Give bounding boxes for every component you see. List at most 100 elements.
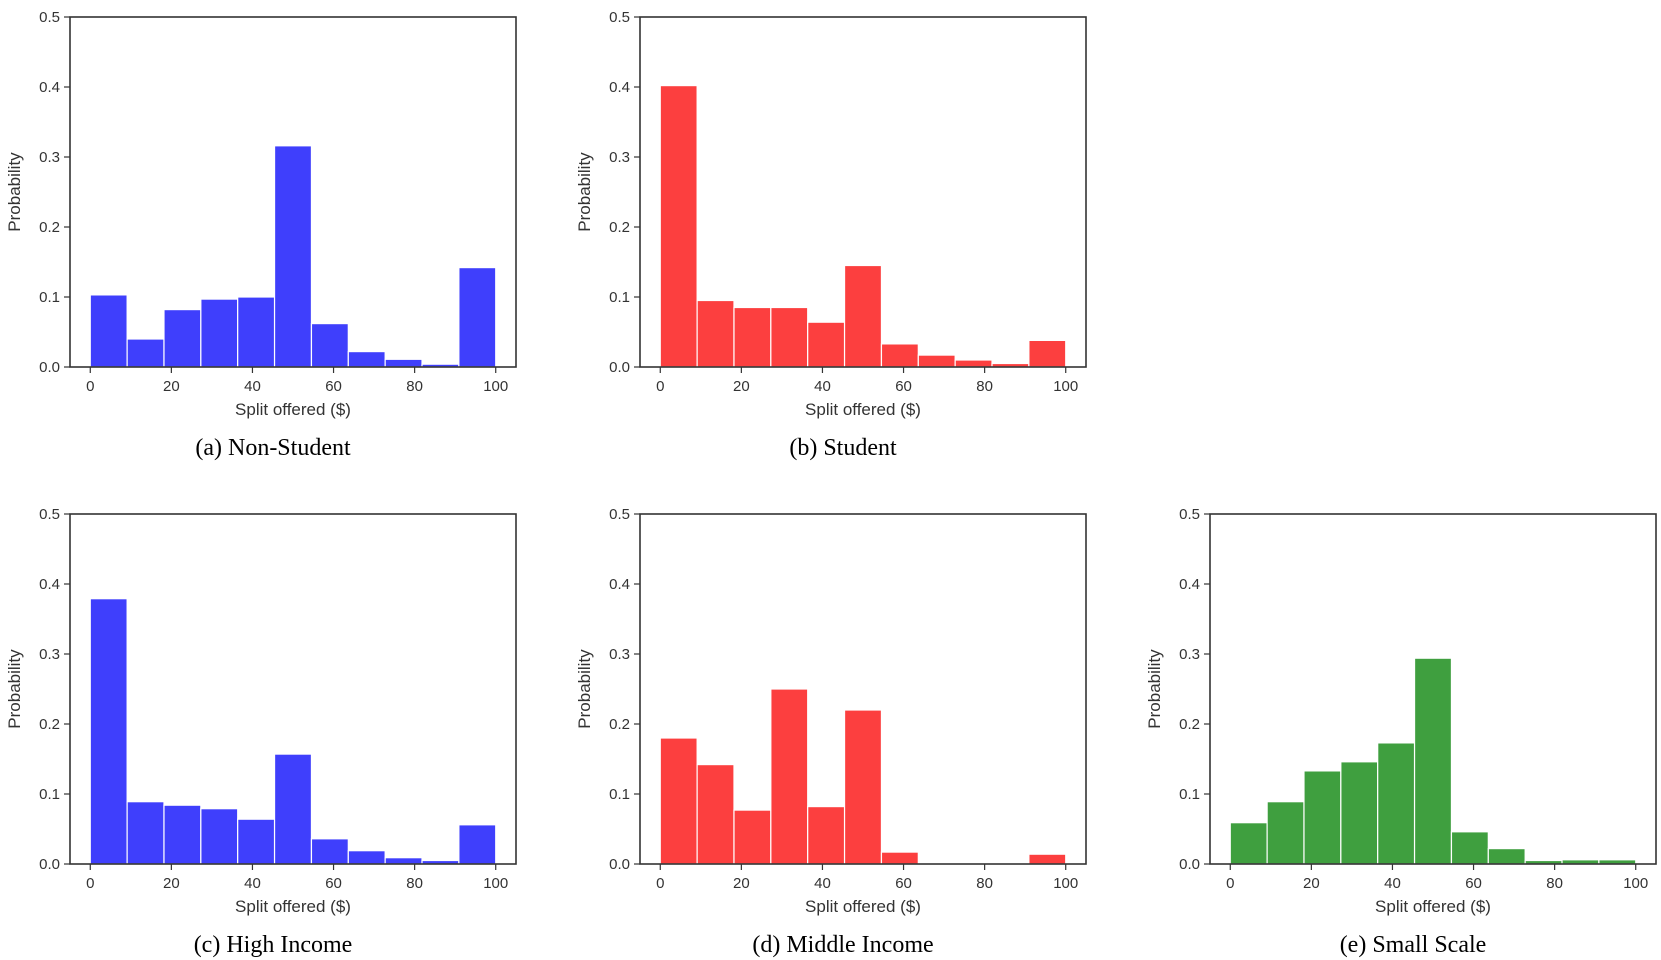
chart-1-axes-frame bbox=[639, 16, 1087, 368]
chart-3-ytick-label-5: 0.5 bbox=[609, 506, 630, 523]
chart-3-xtick-label-5: 100 bbox=[1053, 875, 1078, 892]
chart-2-ytick-label-5: 0.5 bbox=[39, 506, 60, 523]
chart-0-bar-4 bbox=[237, 296, 276, 368]
chart-0-bar-10 bbox=[458, 267, 497, 368]
chart-2-bar-0 bbox=[89, 598, 128, 865]
chart-3-bar-5 bbox=[843, 709, 883, 865]
chart-1-bar-3 bbox=[770, 306, 809, 368]
chart-1-ytick-label-3: 0.3 bbox=[609, 149, 630, 166]
chart-4-caption: (e) Small Scale bbox=[1340, 932, 1487, 958]
chart-0-axes-frame bbox=[69, 16, 517, 368]
chart-3-xtick-label-1: 20 bbox=[733, 875, 750, 892]
chart-1-ytick-label-2: 0.2 bbox=[609, 219, 630, 236]
chart-4-xtick-label-3: 60 bbox=[1465, 875, 1482, 892]
chart-4-bar-4 bbox=[1377, 742, 1416, 865]
chart-0-ytick-label-1: 0.1 bbox=[39, 289, 60, 306]
chart-2-caption: (c) High Income bbox=[194, 932, 353, 958]
chart-2-xtick-label-1: 20 bbox=[163, 875, 180, 892]
chart-2-bar-3 bbox=[200, 808, 239, 865]
chart-4-xtick-label-0: 0 bbox=[1226, 875, 1234, 892]
chart-3-ylabel: Probability bbox=[575, 649, 594, 729]
chart-3-ytick-label-4: 0.4 bbox=[609, 576, 630, 593]
chart-1-xtick-label-4: 80 bbox=[976, 378, 993, 395]
chart-4-bar-5 bbox=[1413, 657, 1453, 865]
chart-3-xtick-label-0: 0 bbox=[656, 875, 664, 892]
chart-2-bar-4 bbox=[237, 818, 276, 865]
chart-0-xtick-label-2: 40 bbox=[244, 378, 261, 395]
chart-3-ytick-label-3: 0.3 bbox=[609, 646, 630, 663]
chart-4-xlabel: Split offered ($) bbox=[1375, 897, 1491, 916]
chart-3-xtick-label-4: 80 bbox=[976, 875, 993, 892]
chart-1-bar-10 bbox=[1028, 339, 1067, 368]
chart-0-bar-8 bbox=[384, 358, 423, 368]
chart-1-ytick-label-0: 0.0 bbox=[609, 359, 630, 376]
chart-0-bar-0 bbox=[89, 294, 128, 368]
chart-1-bar-5 bbox=[843, 264, 883, 368]
chart-4-bar-7 bbox=[1487, 847, 1526, 865]
chart-2-bar-2 bbox=[163, 804, 202, 865]
chart-0-caption: (a) Non-Student bbox=[195, 435, 351, 461]
chart-0-bar-7 bbox=[347, 351, 386, 368]
chart-3-bar-1 bbox=[696, 763, 735, 865]
chart-1-xtick-label-1: 20 bbox=[733, 378, 750, 395]
chart-2-bar-5 bbox=[273, 753, 313, 865]
chart-4-ytick-label-0: 0.0 bbox=[1179, 856, 1200, 873]
chart-4-ytick-label-3: 0.3 bbox=[1179, 646, 1200, 663]
chart-0-bar-1 bbox=[126, 338, 165, 368]
chart-0-xtick-label-5: 100 bbox=[483, 378, 508, 395]
chart-3-xlabel: Split offered ($) bbox=[805, 897, 921, 916]
chart-3-axes-frame bbox=[639, 513, 1087, 865]
chart-3-panel: 0.0 0.1 0.2 0.3 0.4 0.5 0 20 40 60 80 100 Split offe… bbox=[575, 506, 1087, 958]
chart-0-xtick-label-3: 60 bbox=[325, 378, 342, 395]
chart-1-bar-4 bbox=[807, 321, 846, 368]
chart-3-ytick-label-2: 0.2 bbox=[609, 716, 630, 733]
chart-1-bar-6 bbox=[880, 343, 919, 368]
chart-3-bar-0 bbox=[659, 737, 698, 865]
chart-1-panel: 0.0 0.1 0.2 0.3 0.4 0.5 0 20 40 60 80 100 Split offe… bbox=[575, 9, 1087, 461]
chart-3-bar-3 bbox=[770, 688, 809, 865]
chart-0-ytick-label-4: 0.4 bbox=[39, 79, 60, 96]
chart-2-ylabel: Probability bbox=[5, 649, 24, 729]
chart-2-bar-10 bbox=[458, 824, 497, 865]
chart-2-bar-6 bbox=[310, 838, 349, 865]
chart-2-bar-7 bbox=[347, 850, 386, 865]
chart-3-ytick-label-0: 0.0 bbox=[609, 856, 630, 873]
chart-3-xtick-label-2: 40 bbox=[814, 875, 831, 892]
chart-4-bar-3 bbox=[1340, 761, 1379, 865]
chart-4-bar-1 bbox=[1266, 801, 1305, 865]
chart-2-xtick-label-4: 80 bbox=[406, 875, 423, 892]
chart-2-ytick-label-3: 0.3 bbox=[39, 646, 60, 663]
chart-1-xtick-label-5: 100 bbox=[1053, 378, 1078, 395]
chart-0-bar-5 bbox=[273, 145, 313, 368]
chart-1-xlabel: Split offered ($) bbox=[805, 400, 921, 419]
chart-2-xtick-label-5: 100 bbox=[483, 875, 508, 892]
chart-0-panel: 0.0 0.1 0.2 0.3 0.4 0.5 0 20 40 60 80 100 Split offe… bbox=[5, 9, 517, 461]
chart-0-xlabel: Split offered ($) bbox=[235, 400, 351, 419]
chart-1-bar-0 bbox=[659, 84, 698, 368]
chart-2-ytick-label-1: 0.1 bbox=[39, 786, 60, 803]
chart-4-bar-2 bbox=[1303, 770, 1342, 865]
chart-0-xtick-label-4: 80 bbox=[406, 378, 423, 395]
chart-1-bar-1 bbox=[696, 299, 735, 368]
chart-2-xtick-label-3: 60 bbox=[325, 875, 342, 892]
chart-2-ytick-label-0: 0.0 bbox=[39, 856, 60, 873]
chart-4-ytick-label-5: 0.5 bbox=[1179, 506, 1200, 523]
chart-2-bar-1 bbox=[126, 801, 165, 865]
chart-4-xtick-label-2: 40 bbox=[1384, 875, 1401, 892]
chart-2-xtick-label-2: 40 bbox=[244, 875, 261, 892]
chart-2-xtick-label-0: 0 bbox=[86, 875, 94, 892]
chart-1-xtick-label-2: 40 bbox=[814, 378, 831, 395]
chart-1-ytick-label-1: 0.1 bbox=[609, 289, 630, 306]
chart-0-bar-3 bbox=[200, 298, 239, 368]
chart-1-bar-7 bbox=[917, 354, 956, 368]
chart-3-caption: (d) Middle Income bbox=[752, 932, 933, 958]
chart-1-caption: (b) Student bbox=[789, 435, 897, 461]
chart-1-bar-2 bbox=[733, 306, 772, 368]
chart-3-xtick-label-3: 60 bbox=[895, 875, 912, 892]
chart-1-ytick-label-4: 0.4 bbox=[609, 79, 630, 96]
chart-0-xtick-label-0: 0 bbox=[86, 378, 94, 395]
chart-4-ytick-label-4: 0.4 bbox=[1179, 576, 1200, 593]
chart-0-xtick-label-1: 20 bbox=[163, 378, 180, 395]
chart-4-axes-frame bbox=[1209, 513, 1657, 865]
